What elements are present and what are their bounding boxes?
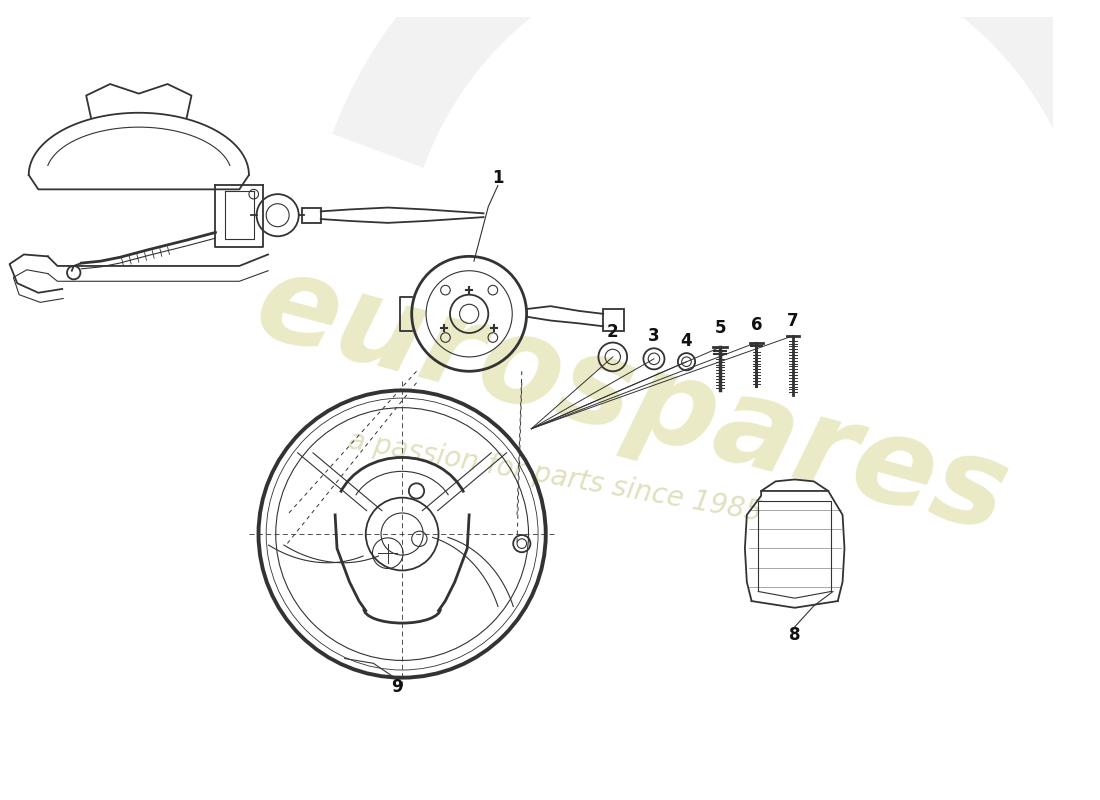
Text: 1: 1 xyxy=(492,169,504,187)
Text: 8: 8 xyxy=(789,626,801,643)
Text: 7: 7 xyxy=(786,311,799,330)
Text: eurospares: eurospares xyxy=(243,243,1021,557)
Bar xyxy=(603,309,625,331)
Text: 5: 5 xyxy=(714,319,726,337)
Text: a passion for parts since 1985: a passion for parts since 1985 xyxy=(346,426,764,527)
Text: 3: 3 xyxy=(648,327,660,345)
Text: 6: 6 xyxy=(750,316,762,334)
Text: 4: 4 xyxy=(681,332,692,350)
Text: 9: 9 xyxy=(392,678,404,696)
Text: 2: 2 xyxy=(607,323,618,341)
Bar xyxy=(301,207,321,223)
